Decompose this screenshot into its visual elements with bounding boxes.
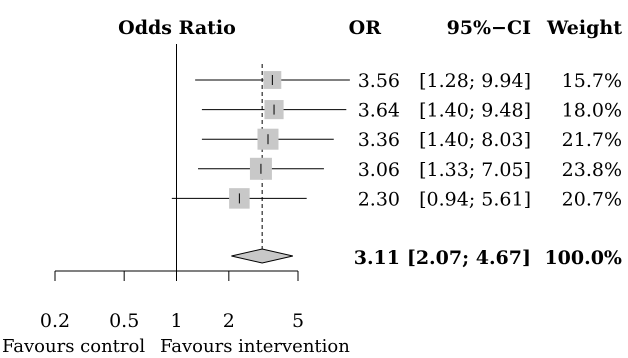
pooled-or-value: 3.11 bbox=[354, 247, 400, 269]
header-ci: 95%−CI bbox=[447, 17, 532, 39]
x-tick-label: 0.2 bbox=[40, 310, 70, 332]
ci-value: [1.28; 9.94] bbox=[419, 70, 531, 92]
study-rows: 3.56 [1.28; 9.94] 15.7% 3.64 [1.40; 9.48] 18.… bbox=[171, 70, 622, 210]
x-tick-label: 1 bbox=[170, 310, 182, 332]
header-weight: Weight bbox=[546, 17, 622, 39]
header-odds-ratio: Odds Ratio bbox=[118, 17, 236, 39]
or-value: 3.06 bbox=[358, 159, 400, 181]
x-tick-label: 5 bbox=[292, 310, 304, 332]
ci-value: [0.94; 5.61] bbox=[419, 188, 531, 210]
or-value: 2.30 bbox=[358, 188, 400, 210]
ci-value: [1.40; 9.48] bbox=[419, 100, 531, 122]
or-value: 3.64 bbox=[358, 100, 400, 122]
favours-control-label: Favours control bbox=[2, 336, 145, 357]
x-tick-label: 2 bbox=[223, 310, 235, 332]
ci-value: [1.40; 8.03] bbox=[419, 129, 531, 151]
header-or: OR bbox=[349, 17, 382, 39]
weight-value: 20.7% bbox=[562, 188, 622, 210]
weight-value: 18.0% bbox=[562, 100, 622, 122]
pooled-weight-value: 100.0% bbox=[544, 247, 622, 269]
study-row: 3.56 [1.28; 9.94] 15.7% bbox=[195, 70, 622, 92]
weight-value: 23.8% bbox=[562, 159, 622, 181]
x-axis: 0.2 0.5 1 2 5 bbox=[40, 270, 304, 332]
weight-value: 15.7% bbox=[562, 70, 622, 92]
or-value: 3.36 bbox=[358, 129, 400, 151]
study-row: 3.36 [1.40; 8.03] 21.7% bbox=[201, 128, 622, 151]
study-row: 3.06 [1.33; 7.05] 23.8% bbox=[198, 157, 622, 181]
or-value: 3.56 bbox=[358, 70, 400, 92]
pooled-ci-value: [2.07; 4.67] bbox=[407, 247, 531, 269]
study-row: 3.64 [1.40; 9.48] 18.0% bbox=[201, 100, 622, 122]
ci-value: [1.33; 7.05] bbox=[419, 159, 531, 181]
favours-intervention-label: Favours intervention bbox=[160, 336, 350, 357]
study-row: 2.30 [0.94; 5.61] 20.7% bbox=[171, 188, 622, 210]
weight-value: 21.7% bbox=[562, 129, 622, 151]
pooled-diamond bbox=[231, 248, 293, 264]
x-tick-label: 0.5 bbox=[109, 310, 139, 332]
